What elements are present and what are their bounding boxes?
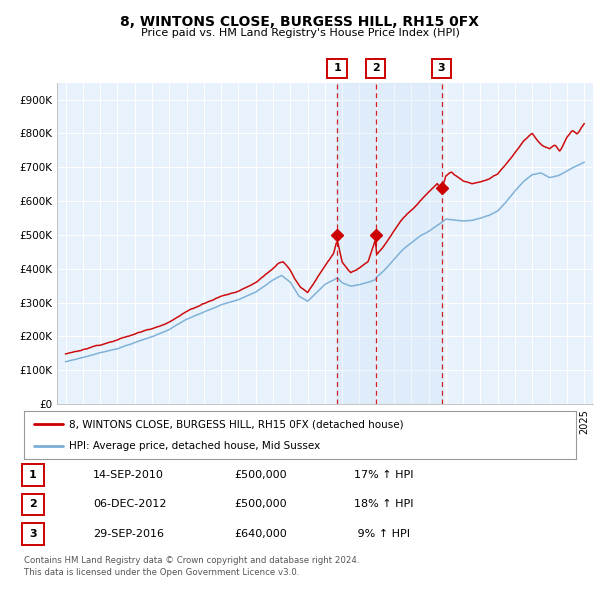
Text: Contains HM Land Registry data © Crown copyright and database right 2024.: Contains HM Land Registry data © Crown c…: [24, 556, 359, 565]
Text: 9% ↑ HPI: 9% ↑ HPI: [354, 529, 410, 539]
Text: 3: 3: [29, 529, 37, 539]
Text: 8, WINTONS CLOSE, BURGESS HILL, RH15 0FX: 8, WINTONS CLOSE, BURGESS HILL, RH15 0FX: [121, 15, 479, 29]
Text: This data is licensed under the Open Government Licence v3.0.: This data is licensed under the Open Gov…: [24, 568, 299, 577]
Bar: [337, 83, 442, 404]
Text: 17% ↑ HPI: 17% ↑ HPI: [354, 470, 413, 480]
Text: 8, WINTONS CLOSE, BURGESS HILL, RH15 0FX (detached house): 8, WINTONS CLOSE, BURGESS HILL, RH15 0FX…: [69, 419, 404, 429]
Text: 14-SEP-2010: 14-SEP-2010: [93, 470, 164, 480]
Text: £640,000: £640,000: [234, 529, 287, 539]
Text: £500,000: £500,000: [234, 470, 287, 480]
Text: 1: 1: [333, 64, 341, 73]
Text: 2: 2: [371, 64, 379, 73]
Text: 2: 2: [29, 500, 37, 509]
Text: 1: 1: [29, 470, 37, 480]
Text: HPI: Average price, detached house, Mid Sussex: HPI: Average price, detached house, Mid …: [69, 441, 320, 451]
Text: 06-DEC-2012: 06-DEC-2012: [93, 500, 167, 509]
Text: £500,000: £500,000: [234, 500, 287, 509]
Text: 3: 3: [438, 64, 445, 73]
Text: Price paid vs. HM Land Registry's House Price Index (HPI): Price paid vs. HM Land Registry's House …: [140, 28, 460, 38]
Text: 29-SEP-2016: 29-SEP-2016: [93, 529, 164, 539]
Text: 18% ↑ HPI: 18% ↑ HPI: [354, 500, 413, 509]
